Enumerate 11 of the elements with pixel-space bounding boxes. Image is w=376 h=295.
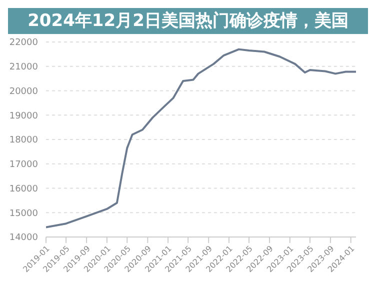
line-series bbox=[46, 48, 356, 228]
chart-title: 2024年12月2日美国热门确诊疫情，美国 bbox=[8, 8, 368, 34]
y-tick-label: 22000 bbox=[9, 38, 38, 48]
y-tick-label: 14000 bbox=[9, 233, 38, 244]
y-tick-label: 17000 bbox=[9, 160, 38, 170]
y-tick-label: 16000 bbox=[9, 184, 38, 194]
y-tick-label: 21000 bbox=[9, 62, 38, 73]
y-tick-label: 20000 bbox=[9, 86, 38, 97]
y-tick-label: 19000 bbox=[9, 111, 38, 122]
y-tick-label: 15000 bbox=[9, 208, 38, 219]
y-tick-label: 18000 bbox=[9, 136, 38, 146]
